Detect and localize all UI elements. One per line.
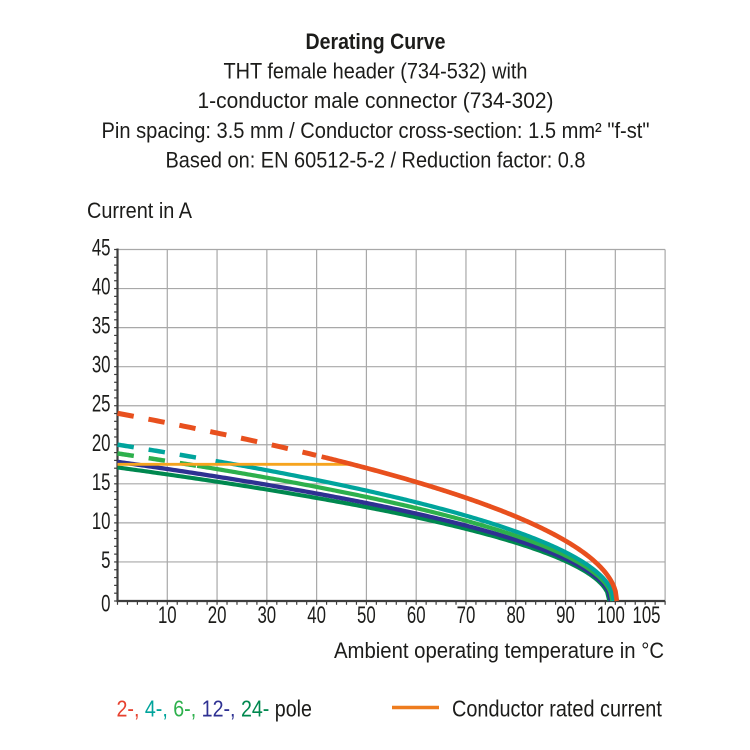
svg-text:5: 5 — [101, 547, 110, 574]
svg-text:25: 25 — [92, 391, 111, 418]
svg-text:0: 0 — [101, 591, 110, 618]
svg-text:THT female header (734-532) wi: THT female header (734-532) with — [224, 58, 528, 83]
svg-text:Conductor rated current: Conductor rated current — [452, 696, 662, 722]
svg-text:Derating Curve: Derating Curve — [306, 29, 446, 54]
svg-text:15: 15 — [92, 469, 111, 496]
svg-text:60: 60 — [407, 602, 426, 629]
svg-text:20: 20 — [92, 430, 111, 457]
svg-text:100: 100 — [597, 602, 625, 629]
svg-text:50: 50 — [357, 602, 376, 629]
svg-text:30: 30 — [257, 602, 276, 629]
svg-text:10: 10 — [92, 508, 111, 535]
svg-text:2-, 4-, 6-, 12-, 24- pole: 2-, 4-, 6-, 12-, 24- pole — [117, 696, 312, 722]
svg-text:90: 90 — [556, 602, 575, 629]
svg-text:70: 70 — [457, 602, 476, 629]
svg-text:Ambient operating temperature: Ambient operating temperature in °C — [334, 638, 664, 663]
svg-text:20: 20 — [208, 602, 227, 629]
svg-text:1-conductor male connector (73: 1-conductor male connector (734-302) — [198, 88, 554, 113]
svg-text:80: 80 — [506, 602, 525, 629]
svg-text:105: 105 — [632, 602, 660, 629]
svg-text:40: 40 — [307, 602, 326, 629]
svg-text:40: 40 — [92, 274, 111, 301]
svg-text:10: 10 — [158, 602, 177, 629]
svg-text:Current in A: Current in A — [87, 198, 192, 223]
svg-text:35: 35 — [92, 313, 111, 340]
svg-text:45: 45 — [92, 235, 111, 262]
svg-text:30: 30 — [92, 352, 111, 379]
svg-text:Based on: EN 60512-5-2 / Reduc: Based on: EN 60512-5-2 / Reduction facto… — [166, 147, 586, 172]
svg-text:Pin spacing: 3.5 mm / Conducto: Pin spacing: 3.5 mm / Conductor cross-se… — [102, 118, 650, 143]
